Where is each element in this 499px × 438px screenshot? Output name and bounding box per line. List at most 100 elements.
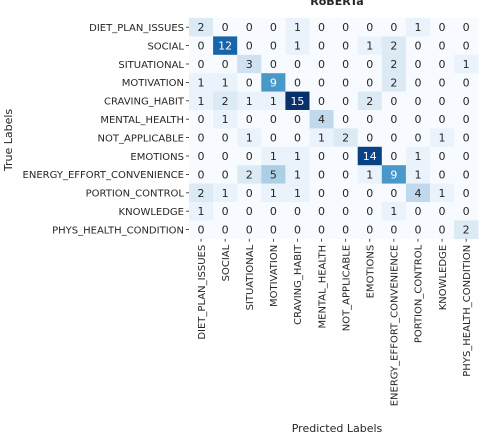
- cell-value: 0: [463, 168, 470, 181]
- heatmap-cell: [357, 128, 383, 148]
- heatmap-cell: [237, 165, 262, 184]
- heatmap-cell: [430, 54, 455, 74]
- heatmap-cell: [309, 91, 334, 111]
- cell-value: 0: [366, 187, 373, 200]
- cell-value: 0: [222, 58, 229, 71]
- heatmap-cell: [285, 91, 310, 111]
- cell-value: 0: [270, 113, 277, 126]
- cell-value: 0: [366, 224, 373, 237]
- heatmap-cell: [333, 202, 358, 221]
- cell-value: 2: [246, 168, 253, 181]
- heatmap-cell: [381, 110, 407, 129]
- row-label: PHYS_HEALTH_CONDITION: [52, 225, 184, 236]
- heatmap-cell: [309, 73, 334, 92]
- heatmap-cell: [189, 73, 214, 92]
- heatmap-cell: [430, 220, 455, 240]
- heatmap-cell: [454, 146, 479, 166]
- heatmap-cell: [285, 146, 310, 166]
- heatmap-cell: [405, 18, 431, 37]
- cell-value: 0: [270, 21, 277, 34]
- heatmap-cell: [405, 183, 431, 203]
- heatmap-cell: [213, 18, 238, 37]
- col-label: NOT_APPLICABLE: [341, 245, 352, 331]
- cell-value: 1: [366, 168, 373, 181]
- cell-value: 0: [414, 113, 421, 126]
- heatmap-cell: [237, 220, 262, 240]
- cell-value: 2: [342, 132, 349, 145]
- cell-value: 1: [222, 76, 229, 89]
- chart-title: RoBERTa: [310, 0, 363, 8]
- cell-value: 0: [318, 168, 325, 181]
- heatmap-cell: [213, 128, 238, 148]
- heatmap-cell: [454, 165, 479, 184]
- cell-value: 1: [198, 76, 205, 89]
- cell-value: 0: [439, 224, 446, 237]
- heatmap-cell: [213, 220, 238, 240]
- cell-value: 0: [294, 205, 301, 218]
- row-label: EMOTIONS: [130, 152, 184, 163]
- cell-value: 0: [318, 76, 325, 89]
- cell-value: 0: [414, 58, 421, 71]
- cell-value: 0: [342, 95, 349, 108]
- heatmap-cell: [454, 91, 479, 111]
- cell-value: 2: [198, 21, 205, 34]
- cell-value: 0: [414, 76, 421, 89]
- cell-value: 0: [439, 205, 446, 218]
- heatmap-cell: [189, 54, 214, 74]
- heatmap-cell: [237, 146, 262, 166]
- heatmap-cell: [309, 220, 334, 240]
- heatmap-cell: [261, 183, 286, 203]
- heatmap-cell: [237, 202, 262, 221]
- cell-value: 1: [246, 95, 253, 108]
- heatmap-cell: [213, 73, 238, 92]
- heatmap-cell: [309, 202, 334, 221]
- heatmap-cell: [430, 128, 455, 148]
- heatmap-cell: [430, 91, 455, 111]
- row-label: MENTAL_HEALTH: [100, 115, 184, 126]
- cell-value: 0: [342, 205, 349, 218]
- cell-value: 9: [390, 168, 397, 181]
- cell-value: 0: [270, 58, 277, 71]
- heatmap-cell: [261, 110, 286, 129]
- heatmap-cell: [381, 91, 407, 111]
- heatmap-cell: [333, 110, 358, 129]
- heatmap-cell: [381, 183, 407, 203]
- col-label: EMOTIONS: [366, 245, 377, 299]
- heatmap-cell: [309, 165, 334, 184]
- col-label: ENERGY_EFFORT_CONVENIENCE: [390, 245, 401, 406]
- heatmap-cell: [405, 73, 431, 92]
- heatmap-cell: [285, 110, 310, 129]
- heatmap-cell: [189, 18, 214, 37]
- heatmap-cell: [405, 220, 431, 240]
- cell-value: 0: [318, 40, 325, 53]
- cell-value: 0: [222, 21, 229, 34]
- cell-value: 15: [290, 95, 304, 108]
- cell-value: 0: [463, 187, 470, 200]
- heatmap-cell: [285, 202, 310, 221]
- cell-value: 0: [294, 113, 301, 126]
- cell-value: 0: [390, 95, 397, 108]
- row-labels: DIET_PLAN_ISSUES SOCIAL SITUATIONAL MOTIVAT…: [23, 23, 189, 236]
- cell-value: 0: [294, 76, 301, 89]
- heatmap-cell: [309, 128, 334, 148]
- heatmap-cell: [405, 146, 431, 166]
- cell-value: 0: [318, 95, 325, 108]
- cell-value: 2: [222, 95, 229, 108]
- cell-value: 1: [270, 150, 277, 163]
- cell-value: 0: [246, 113, 253, 126]
- cell-value: 1: [390, 205, 397, 218]
- heatmap-cell: [285, 36, 310, 56]
- cell-value: 0: [366, 76, 373, 89]
- heatmap-cell: [213, 202, 238, 221]
- cell-value: 0: [222, 168, 229, 181]
- cell-value: 1: [414, 21, 421, 34]
- cell-value: 1: [366, 40, 373, 53]
- cell-value: 9: [270, 76, 277, 89]
- cell-value: 14: [363, 150, 377, 163]
- cell-value: 0: [318, 224, 325, 237]
- heatmap-cell: [189, 183, 214, 203]
- row-label: SITUATIONAL: [118, 60, 184, 71]
- heatmap-cell: [237, 36, 262, 56]
- cell-value: 0: [246, 40, 253, 53]
